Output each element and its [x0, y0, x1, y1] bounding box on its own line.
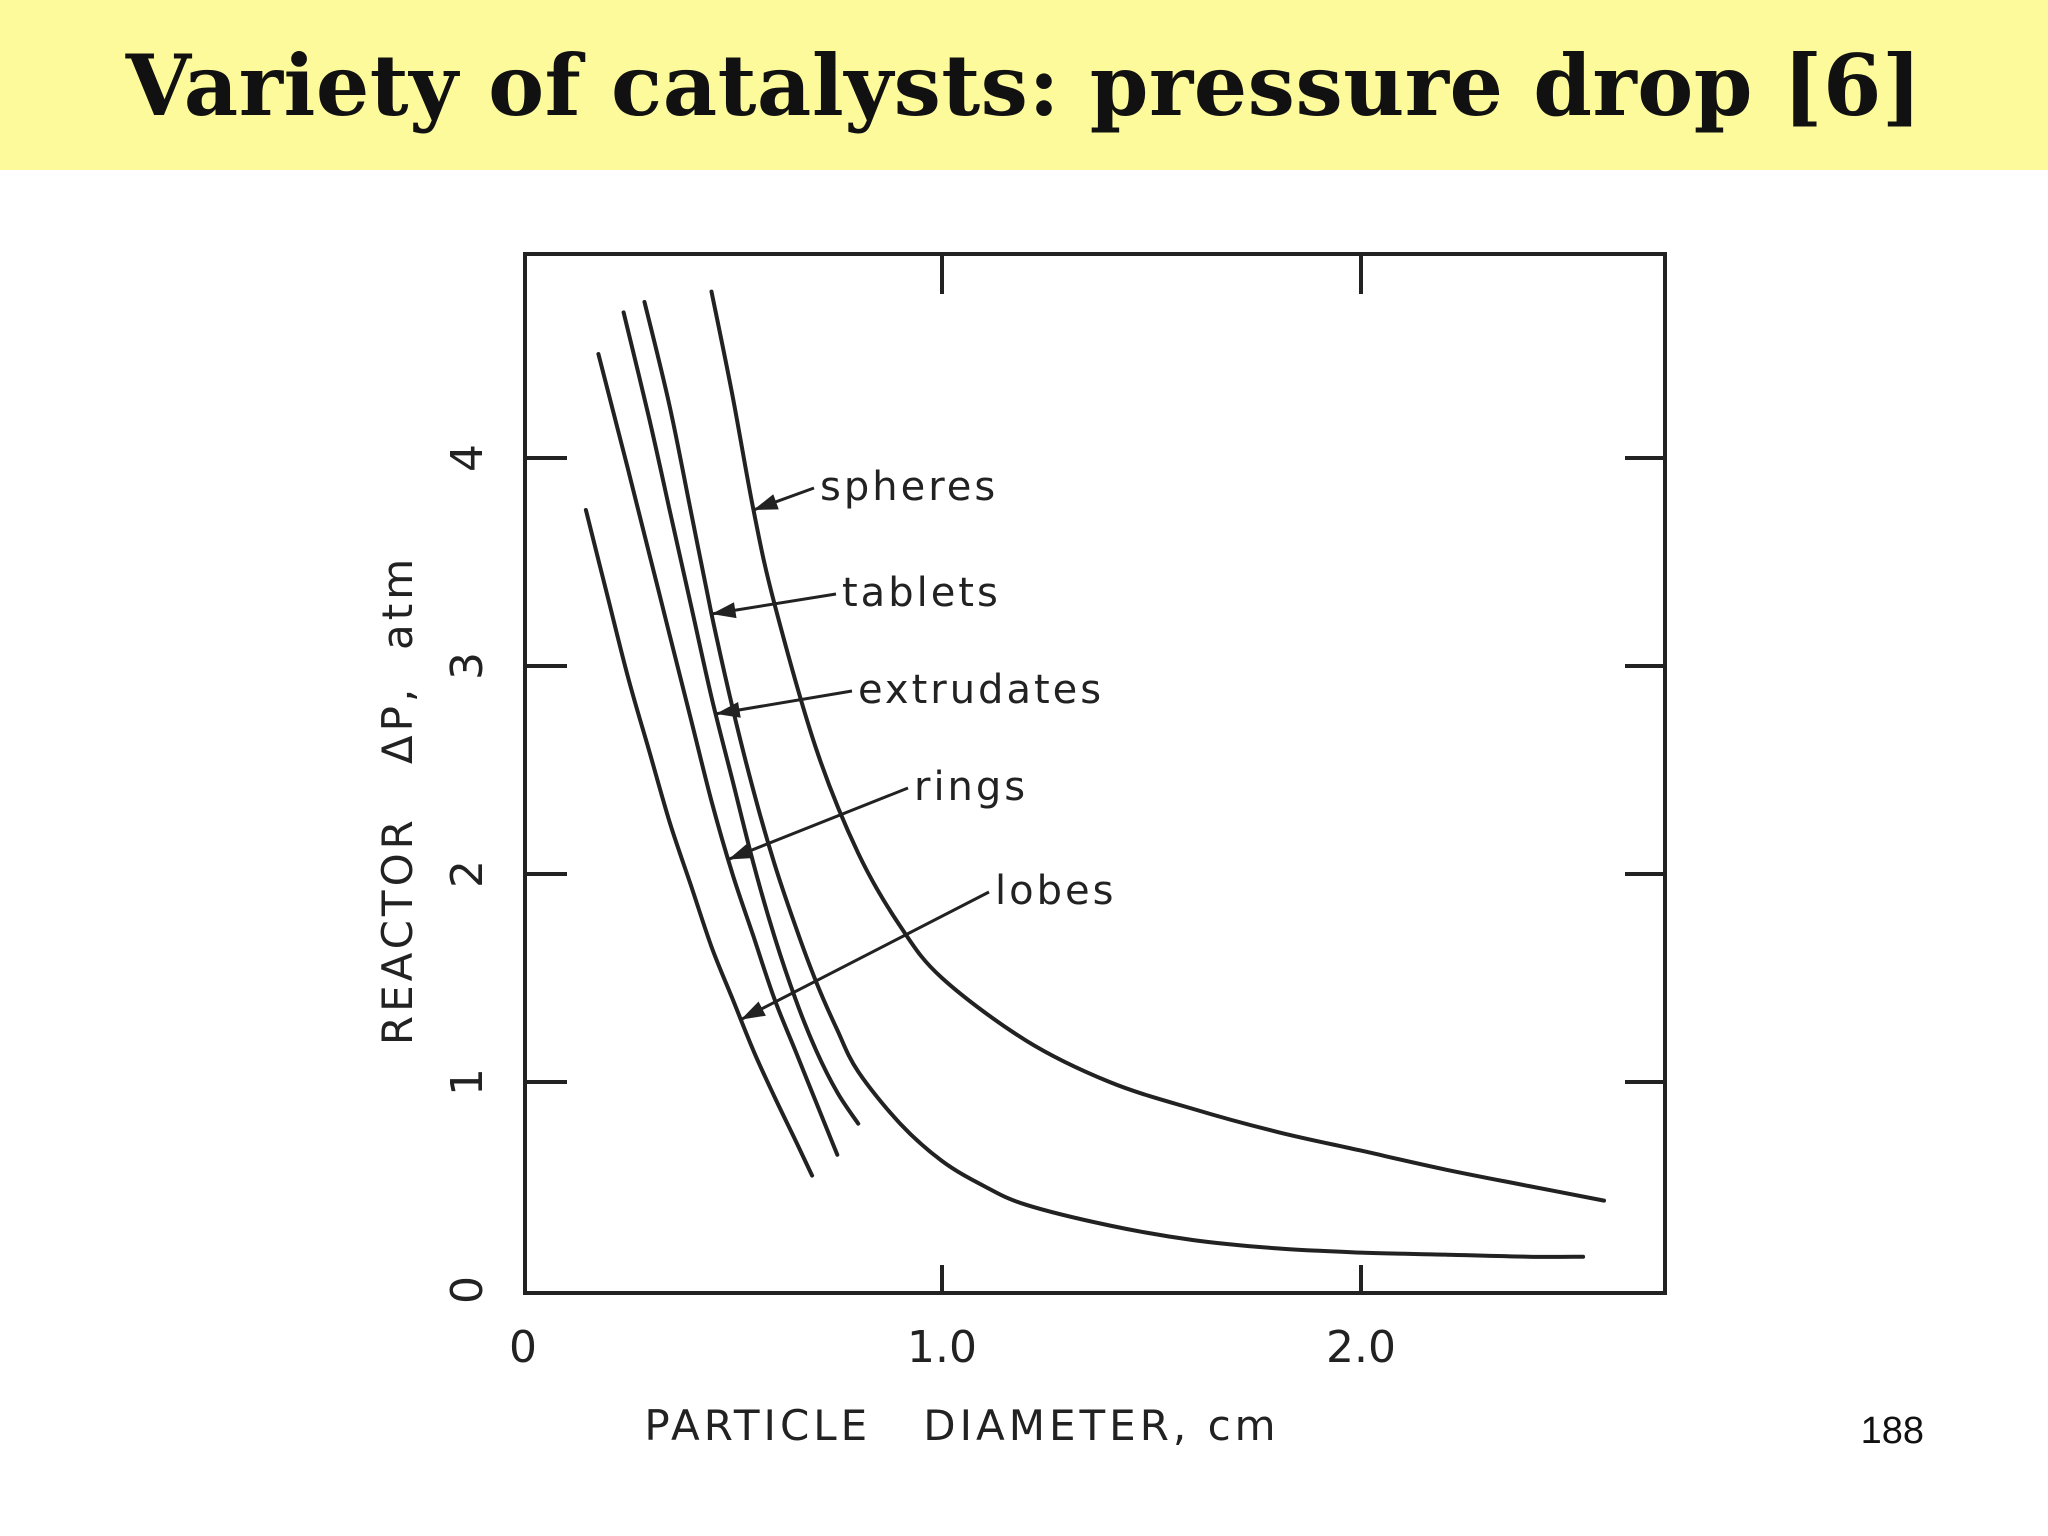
label-tablets: tablets — [842, 570, 1001, 616]
curve-tablets — [642, 300, 1586, 1259]
y-tick-label: 3 — [442, 652, 493, 680]
page-number: 188 — [1860, 1410, 1924, 1452]
x-tick-label: 2.0 — [1326, 1322, 1396, 1373]
tick-labels: 0 1.0 2.0 0 1 2 3 4 — [442, 444, 1396, 1373]
annotations: spheres tablets extrudates rings lobes — [711, 464, 1116, 1021]
curve-lobes — [583, 508, 815, 1178]
x-tick-label: 0 — [509, 1322, 537, 1373]
y-tick-label: 1 — [442, 1068, 493, 1096]
curves — [583, 289, 1606, 1259]
slide-title: Variety of catalysts: pressure drop [6] — [125, 35, 1923, 135]
x-tick-label: 1.0 — [907, 1322, 977, 1373]
label-lobes: lobes — [995, 868, 1116, 914]
arrowhead-rings — [728, 843, 754, 860]
arrowhead-tablets — [711, 602, 737, 619]
arrowhead-extrudates — [715, 701, 741, 718]
curve-rings — [596, 352, 840, 1157]
y-tick-label: 2 — [442, 860, 493, 888]
label-rings: rings — [914, 764, 1028, 810]
axis-ticks — [525, 254, 1665, 1293]
curve-spheres — [709, 289, 1606, 1203]
leader-line-lobes — [740, 890, 990, 1021]
label-spheres: spheres — [820, 464, 998, 510]
curve-extrudates — [621, 310, 861, 1126]
x-axis-label: PARTICLE DIAMETER, cm — [644, 1401, 1279, 1450]
plot-frame — [523, 252, 1667, 1295]
y-axis-label: REACTOR ΔP, atm — [373, 555, 422, 1045]
leader-line-rings — [727, 786, 909, 861]
label-extrudates: extrudates — [858, 667, 1104, 713]
arrowhead-spheres — [753, 494, 779, 510]
y-tick-label: 4 — [442, 444, 493, 472]
title-banner: Variety of catalysts: pressure drop [6] — [0, 0, 2048, 170]
arrowhead-lobes — [740, 1001, 766, 1020]
y-tick-label: 0 — [442, 1276, 493, 1304]
